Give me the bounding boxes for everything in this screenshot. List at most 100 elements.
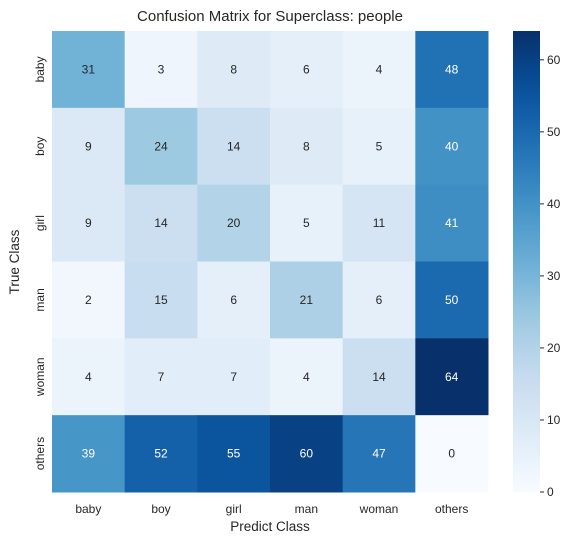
x-tick-label: others	[435, 502, 468, 516]
cell-value-label: 0	[448, 447, 455, 461]
heatmap-cell	[270, 107, 344, 186]
cell-value-label: 50	[445, 293, 459, 307]
heatmap-cell	[124, 184, 198, 262]
heatmap-cell	[415, 31, 489, 109]
cell-value-label: 5	[303, 216, 310, 230]
heatmap-cell	[52, 107, 126, 186]
colorbar-ticks: 0 10 20 30 40 50 60	[540, 53, 561, 499]
heatmap-cell	[342, 107, 416, 186]
heatmap-cell	[124, 107, 198, 186]
heatmap-cell	[124, 261, 198, 339]
heatmap-cell	[342, 415, 416, 493]
heatmap-cell	[52, 184, 126, 262]
cell-value-label: 39	[82, 447, 96, 461]
cell-value-label: 4	[85, 370, 92, 384]
heatmap-cell	[270, 338, 344, 416]
cell-value-label: 7	[230, 370, 237, 384]
heatmap-cell	[342, 261, 416, 339]
cell-value-label: 4	[303, 370, 310, 384]
cell-value-label: 31	[82, 62, 96, 76]
y-tick-label: woman	[33, 357, 47, 397]
heatmap-cell	[52, 261, 126, 339]
cell-value-label: 64	[445, 370, 459, 384]
cell-value-label: 4	[376, 62, 383, 76]
cell-value-label: 15	[154, 293, 168, 307]
heatmap-cell	[197, 415, 271, 493]
heatmap-cell	[270, 261, 344, 339]
cell-value-label: 60	[300, 447, 314, 461]
x-axis-ticks: baby boy girl man woman others	[75, 502, 468, 516]
x-tick-label: baby	[75, 502, 101, 516]
heatmap-cell	[270, 31, 344, 109]
heatmap-cell	[52, 31, 126, 109]
heatmap-cell	[197, 261, 271, 339]
y-tick-label: girl	[33, 215, 47, 231]
cell-value-label: 52	[154, 447, 168, 461]
colorbar-tick-label: 10	[547, 413, 561, 427]
heatmap-cell	[52, 415, 126, 493]
cell-value-label: 9	[85, 139, 92, 153]
colorbar-tick-label: 60	[547, 53, 561, 67]
heatmap-cell	[197, 31, 271, 109]
cell-value-label: 24	[154, 139, 168, 153]
heatmap-cell	[415, 184, 489, 262]
colorbar-tick-label: 40	[547, 197, 561, 211]
cell-value-label: 20	[227, 216, 241, 230]
cell-value-label: 8	[303, 139, 310, 153]
cell-value-label: 55	[227, 447, 241, 461]
colorbar-tick-label: 0	[547, 485, 554, 499]
x-axis-label: Predict Class	[230, 519, 310, 534]
cell-value-label: 14	[227, 139, 241, 153]
chart-title: Confusion Matrix for Superclass: people	[137, 8, 403, 25]
cell-value-label: 2	[85, 293, 92, 307]
heatmap-cell	[342, 338, 416, 416]
cell-value-label: 14	[372, 370, 386, 384]
cell-value-label: 7	[158, 370, 165, 384]
y-axis-label: True Class	[7, 229, 22, 294]
colorbar-tick-label: 20	[547, 341, 561, 355]
y-tick-label: others	[33, 437, 47, 470]
cell-value-label: 21	[300, 293, 314, 307]
heatmap-cell	[415, 338, 489, 416]
colorbar	[513, 31, 540, 492]
heatmap-cell	[415, 107, 489, 186]
x-tick-label: man	[295, 502, 318, 516]
cell-value-label: 11	[373, 216, 386, 230]
cell-value-label: 40	[445, 139, 459, 153]
heatmap-cell	[52, 338, 126, 416]
heatmap-cell	[415, 261, 489, 339]
heatmap-cell	[197, 107, 271, 186]
x-tick-label: girl	[226, 502, 242, 516]
heatmap-cell	[124, 415, 198, 493]
y-axis-ticks: baby boy girl man woman others	[33, 56, 47, 470]
cell-value-label: 5	[376, 139, 383, 153]
x-tick-label: boy	[151, 502, 170, 516]
heatmap-cell-labels: 31 3 8 6 4 489 24 14 8 5 409 14 20 5 11 412 15 6 21 6 504 7 7 4…	[82, 62, 459, 460]
heatmap-cell	[270, 415, 344, 493]
heatmap-cell	[342, 31, 416, 109]
heatmap-cell	[124, 31, 198, 109]
heatmap-cell	[124, 338, 198, 416]
cell-value-label: 6	[303, 62, 310, 76]
x-tick-label: woman	[359, 502, 399, 516]
y-tick-label: man	[33, 288, 47, 311]
cell-value-label: 9	[85, 216, 92, 230]
y-tick-label: boy	[33, 137, 47, 156]
heatmap-cell	[270, 184, 344, 262]
cell-value-label: 3	[158, 62, 165, 76]
cell-value-label: 8	[230, 62, 237, 76]
heatmap-cell	[415, 415, 489, 493]
heatmap-cell	[197, 338, 271, 416]
heatmap-cell	[342, 184, 416, 262]
cell-value-label: 14	[154, 216, 168, 230]
cell-value-label: 41	[445, 216, 459, 230]
cell-value-label: 48	[445, 62, 459, 76]
heatmap-cells	[52, 31, 489, 493]
colorbar-tick-label: 50	[547, 125, 561, 139]
colorbar-tick-label: 30	[547, 269, 561, 283]
cell-value-label: 47	[372, 447, 386, 461]
cell-value-label: 6	[230, 293, 237, 307]
cell-value-label: 6	[376, 293, 383, 307]
y-tick-label: baby	[33, 56, 47, 82]
